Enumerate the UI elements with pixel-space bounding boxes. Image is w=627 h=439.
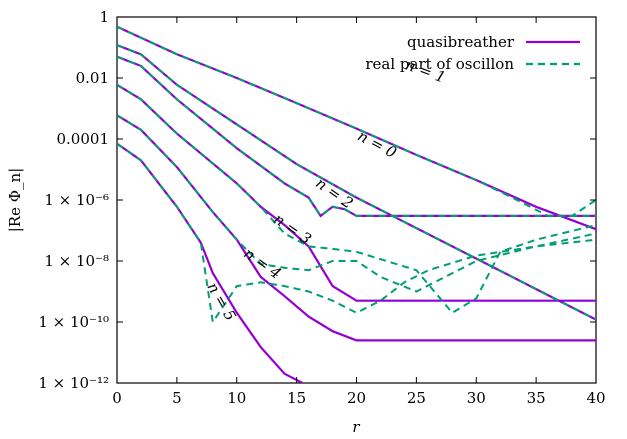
y-tick-label: 0.0001 [57, 130, 110, 148]
mode-annotation: n = 0 [355, 127, 400, 163]
mode-annotation: n = 4 [240, 244, 284, 282]
x-tick-label: 15 [287, 389, 306, 407]
x-axis-label: r [352, 418, 360, 436]
mode-annotation: n = 5 [203, 279, 239, 324]
y-tick-label: 1 × 10⁻⁸ [44, 252, 109, 270]
y-tick-label: 0.01 [76, 69, 109, 87]
oscillon-line-n2 [117, 55, 596, 218]
x-tick-label: 10 [227, 389, 246, 407]
y-axis-label: |Re Φ_n| [6, 168, 24, 233]
x-tick-label: 30 [467, 389, 486, 407]
oscillon-line-n5 [117, 142, 596, 325]
y-tick-label: 1 × 10⁻⁶ [44, 191, 109, 209]
x-tick-label: 35 [527, 389, 546, 407]
y-tick-label: 1 [99, 8, 109, 26]
legend-label: quasibreather [407, 33, 515, 51]
x-tick-label: 25 [407, 389, 426, 407]
oscillon-line-n1 [117, 25, 596, 217]
quasibreather-line-n3 [117, 83, 596, 302]
y-tick-label: 1 × 10⁻¹⁰ [38, 313, 109, 331]
oscillon-line-n4 [117, 114, 596, 293]
y-tick-label: 1 × 10⁻¹² [38, 374, 109, 392]
x-tick-label: 0 [112, 389, 122, 407]
x-tick-label: 5 [172, 389, 182, 407]
plot-frame [116, 16, 597, 384]
legend-label: real part of oscillon [365, 55, 514, 73]
x-tick-label: 20 [347, 389, 366, 407]
oscillon-line-n0 [117, 44, 596, 321]
quasibreather-line-n2 [117, 55, 596, 218]
x-tick-label: 40 [586, 389, 605, 407]
quasibreather-line-n4 [117, 114, 596, 342]
oscillon-line-n3 [117, 83, 596, 315]
mode-annotation: n = 3 [270, 210, 314, 248]
